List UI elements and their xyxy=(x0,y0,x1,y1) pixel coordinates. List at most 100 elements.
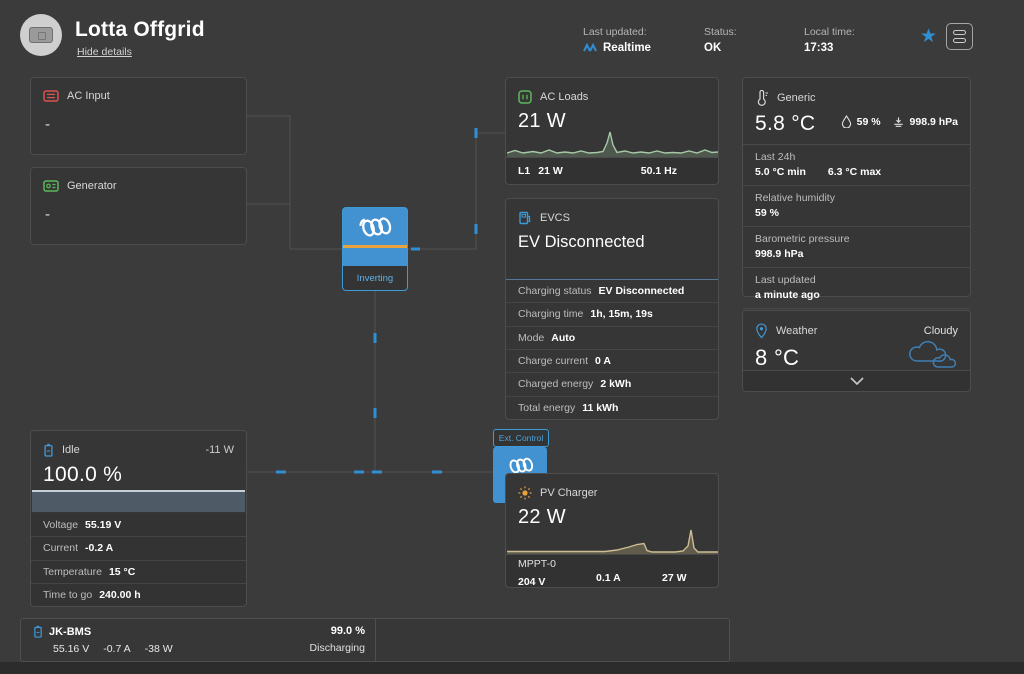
ac-loads-power: 21 W xyxy=(518,110,566,132)
cloudy-icon xyxy=(909,340,956,368)
last-updated-value: Realtime xyxy=(603,42,651,54)
evcs-row: Charged energy 2 kWh xyxy=(506,373,718,397)
ac-loads-sparkline xyxy=(507,131,718,157)
ac-input-label: AC Input xyxy=(67,90,110,102)
evcs-icon xyxy=(519,211,531,225)
bms-name: JK-BMS xyxy=(49,625,92,638)
page-bottom-strip xyxy=(0,662,1024,674)
location-pin-icon xyxy=(756,323,767,339)
generic-humidity-badge: 59 % xyxy=(856,115,881,128)
ac-input-icon xyxy=(43,90,59,102)
expand-button[interactable] xyxy=(743,370,970,391)
bms-device-section[interactable]: JK-BMS 55.16 V -0.7 A -38 W 99.0 % Disch… xyxy=(21,619,376,661)
weather-condition: Cloudy xyxy=(923,325,958,337)
victron-logo-icon xyxy=(359,216,392,237)
evcs-divider xyxy=(506,279,718,280)
generic-sensor-label: Generic xyxy=(777,92,816,104)
pv-current: 0.1 A xyxy=(596,572,621,584)
sun-icon xyxy=(518,486,532,500)
status-value: OK xyxy=(704,42,722,54)
bms-summary-bar: JK-BMS 55.16 V -0.7 A -38 W 99.0 % Disch… xyxy=(20,618,730,662)
local-time-label: Local time: xyxy=(804,26,855,38)
battery-soc-chart xyxy=(32,490,245,512)
ac-input-value: - xyxy=(45,116,50,133)
page-title: Lotta Offgrid xyxy=(75,18,205,41)
battery-icon xyxy=(34,625,42,638)
local-time-value: 17:33 xyxy=(804,42,834,54)
ac-loads-phase-power: 21 W xyxy=(538,165,563,177)
favorite-star-icon[interactable]: ★ xyxy=(920,26,938,47)
generator-value: - xyxy=(45,206,50,223)
power-flow-dashes xyxy=(276,128,478,474)
pv-charger-sparkline xyxy=(507,529,718,554)
bms-voltage: 55.16 V xyxy=(53,643,90,655)
generator-label: Generator xyxy=(67,180,117,192)
bms-current: -0.7 A xyxy=(103,643,131,655)
hide-details-link[interactable]: Hide details xyxy=(77,46,132,58)
header: Lotta Offgrid Hide details Last updated:… xyxy=(0,0,1024,70)
pv-voltage: 204 V xyxy=(518,576,546,588)
battery-row: Temperature 15 °C xyxy=(31,561,246,584)
site-avatar[interactable] xyxy=(20,14,62,56)
battery-row: Time to go 240.00 h xyxy=(43,588,141,601)
status-meta: Status: OK xyxy=(704,26,737,54)
ext-control-badge[interactable]: Ext. Control xyxy=(493,429,549,447)
evcs-row: Charging status EV Disconnected xyxy=(506,280,718,304)
generic-updated-group: Last updated a minute ago xyxy=(743,268,970,309)
slider-icon xyxy=(953,38,966,43)
evcs-row: Mode Auto xyxy=(506,327,718,350)
slider-icon xyxy=(953,30,966,35)
evcs-status: EV Disconnected xyxy=(518,233,645,251)
pv-tracker-name: MPPT-0 xyxy=(518,558,556,570)
gx-device-icon xyxy=(29,27,53,43)
humidity-droplet-icon xyxy=(841,115,851,128)
evcs-row: Charge current 0 A xyxy=(506,350,718,374)
evcs-card[interactable]: EVCS EV Disconnected Charging status EV D… xyxy=(505,198,719,420)
chevron-down-icon xyxy=(849,377,864,385)
victron-logo-icon xyxy=(509,457,534,474)
status-label: Status: xyxy=(704,26,737,38)
inverter-stripe xyxy=(343,245,407,248)
battery-row: Current -0.2 A xyxy=(31,537,246,561)
generic-last24h-group: Last 24h 5.0 °C min 6.3 °C max xyxy=(743,145,970,186)
battery-icon xyxy=(44,443,53,457)
evcs-label: EVCS xyxy=(540,212,570,224)
ac-loads-frequency: 50.1 Hz xyxy=(640,165,677,177)
thermometer-icon xyxy=(757,90,768,106)
generator-icon xyxy=(43,180,59,192)
inverter-status: Inverting xyxy=(343,266,407,290)
ac-loads-card[interactable]: AC Loads 21 W L1 21 W 50.1 Hz xyxy=(505,77,719,185)
realtime-wave-icon xyxy=(583,43,597,52)
pv-charger-power: 22 W xyxy=(518,506,566,528)
ac-loads-phase-label: L1 xyxy=(518,165,531,177)
battery-power: -11 W xyxy=(205,444,234,456)
bms-power: -38 W xyxy=(144,643,173,655)
battery-state: Idle xyxy=(62,444,80,456)
battery-card[interactable]: Idle -11 W 100.0 % Voltage 55.19 V Curren… xyxy=(30,430,247,607)
generic-temperature: 5.8 °C xyxy=(755,112,816,135)
display-settings-button[interactable] xyxy=(946,23,973,50)
ext-control-label: Ext. Control xyxy=(498,433,544,443)
ac-input-card[interactable]: AC Input - xyxy=(30,77,247,155)
evcs-row: Total energy 11 kWh xyxy=(518,401,619,414)
generic-pressure-badge: 998.9 hPa xyxy=(909,115,958,128)
generic-sensor-card[interactable]: Generic 5.8 °C 59 % 998.9 hPa Last 24h 5… xyxy=(742,77,971,324)
pv-charger-label: PV Charger xyxy=(540,487,598,499)
last-updated-label: Last updated: xyxy=(583,26,647,38)
pv-charger-card[interactable]: PV Charger 22 W MPPT-0 204 V 0.1 A 27 W xyxy=(505,473,719,588)
battery-soc: 100.0 % xyxy=(43,463,123,486)
bms-bar-empty-section xyxy=(376,619,729,661)
pv-power: 27 W xyxy=(662,572,687,584)
battery-row: Voltage 55.19 V xyxy=(31,514,246,538)
inverter-block[interactable]: Inverting xyxy=(342,207,408,291)
bms-soc: 99.0 % xyxy=(330,625,365,637)
bms-state: Discharging xyxy=(309,642,365,654)
local-time-meta: Local time: 17:33 xyxy=(804,26,855,54)
weather-temperature: 8 °C xyxy=(755,345,800,370)
generator-card[interactable]: Generator - xyxy=(30,167,247,245)
pressure-gauge-icon xyxy=(893,116,903,127)
weather-card[interactable]: Weather Cloudy 8 °C xyxy=(742,310,971,392)
ac-loads-label: AC Loads xyxy=(540,91,589,103)
weather-label: Weather xyxy=(776,325,818,337)
